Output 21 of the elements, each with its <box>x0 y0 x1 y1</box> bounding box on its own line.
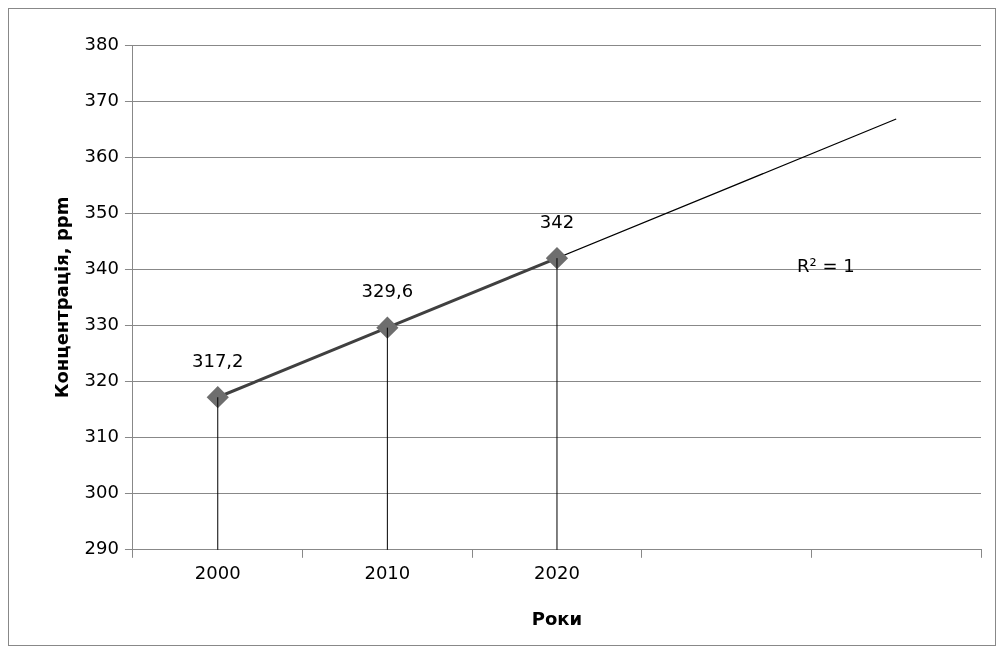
annotation: R² = 1 <box>796 254 855 276</box>
data-label: 342 <box>539 210 575 232</box>
y-tick-label: 320 <box>84 369 119 391</box>
y-tick-label: 310 <box>84 425 119 447</box>
x-tick-label: 2000 <box>194 562 241 584</box>
y-tick-label: 300 <box>84 481 119 503</box>
y-tick-label: 340 <box>84 257 119 279</box>
y-tick-label: 360 <box>84 144 119 166</box>
y-tick-label: 330 <box>84 313 119 335</box>
y-axis-title: Концентрація, ppm <box>51 196 73 399</box>
y-tick-label: 380 <box>84 32 119 54</box>
data-label: 329,6 <box>361 280 414 302</box>
data-label: 317,2 <box>192 349 244 371</box>
y-tick-label: 350 <box>84 200 119 222</box>
x-axis-title: Роки <box>531 607 583 629</box>
point <box>207 386 229 408</box>
x-tick-label: 2010 <box>364 562 411 584</box>
y-tick-label: 370 <box>84 88 119 110</box>
y-tick-label: 290 <box>84 537 119 559</box>
x-tick-label: 2020 <box>534 562 580 584</box>
point <box>376 317 398 339</box>
